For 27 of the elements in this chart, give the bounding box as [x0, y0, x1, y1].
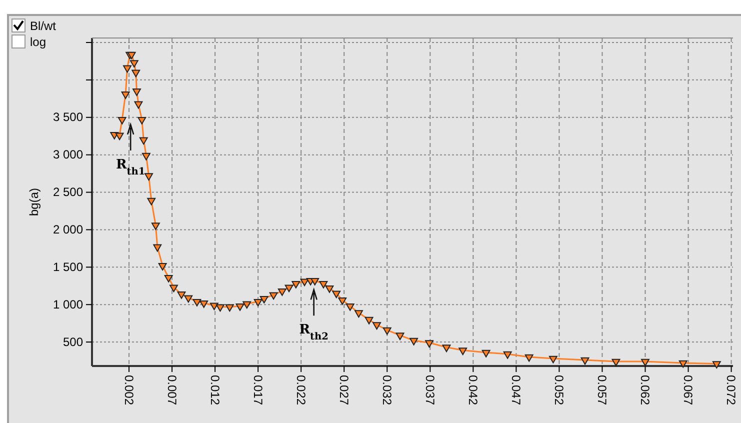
x-tick-label: 0.037	[422, 375, 437, 406]
y-tick-label: 1 000	[52, 297, 84, 312]
x-tick-label: 0.022	[294, 375, 308, 406]
x-tick-label: 0.032	[380, 375, 394, 406]
y-tick-label: 2 000	[52, 222, 84, 237]
x-tick-label: 0.072	[724, 375, 738, 406]
x-tick-label: 0.047	[508, 375, 523, 406]
y-tick-label: 3 500	[52, 110, 84, 124]
y-tick-label: 3 000	[52, 148, 84, 162]
annotation: R$_{th1}$	[116, 157, 146, 177]
x-tick-label: 0.067	[681, 375, 696, 406]
x-tick-label: 0.062	[638, 375, 652, 406]
text: Bl/wt	[30, 19, 57, 33]
x-tick-label: 0.017	[250, 375, 265, 406]
text: log	[30, 35, 46, 49]
x-tick-label: 0.012	[208, 375, 222, 406]
x-tick-label: 0.002	[122, 375, 136, 406]
x-tick-label: 0.007	[164, 375, 179, 406]
y-tick-label: 1 500	[52, 260, 84, 274]
x-tick-label: 0.057	[595, 375, 610, 406]
y-tick-label: 500	[62, 334, 84, 349]
y-axis-title: bg(a)	[27, 188, 41, 216]
annotation: R$_{th2}$	[299, 322, 328, 342]
y-tick-label: 2 500	[52, 185, 84, 200]
x-tick-label: 0.052	[552, 375, 566, 406]
x-tick-label: 0.027	[336, 375, 351, 406]
x-tick-label: 0.042	[466, 375, 480, 406]
